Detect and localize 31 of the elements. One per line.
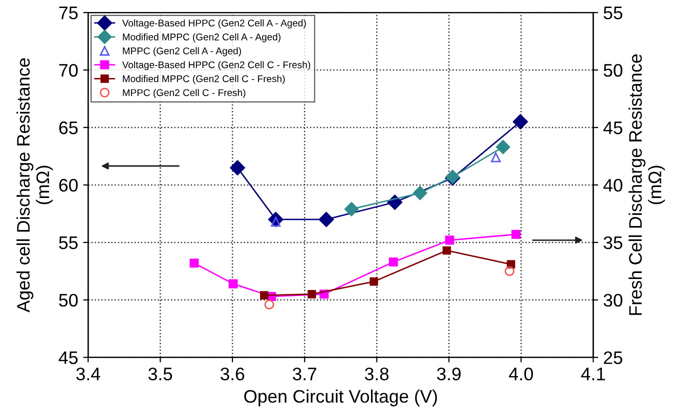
x-tick-label: 3.5 — [148, 368, 172, 380]
legend-label: Modified MPPC (Gen2 Cell C - Fresh) — [122, 75, 285, 84]
y2-tick-label: 40 — [603, 178, 622, 192]
y2-tick-label: 25 — [604, 351, 622, 364]
y-tick-label: 70 — [59, 64, 78, 77]
y2-tick-label: 45 — [603, 122, 622, 134]
y2-axis-title: Fresh Cell Discharge Resistance (mΩ) — [628, 54, 665, 315]
legend-label: MPPC (Gen2 Cell A - Aged) — [122, 47, 241, 56]
y-tick-label: 45 — [58, 352, 78, 364]
y-tick-label: 55 — [59, 236, 78, 250]
y-axis-title: Aged cell Discharge Resistance (mΩ) — [16, 58, 53, 312]
x-axis-title: Open Circuit Voltage (V) — [244, 390, 437, 406]
legend-label: MPPC (Gen2 Cell C - Fresh) — [122, 88, 246, 98]
y2-tick-label: 55 — [604, 6, 622, 20]
x-tick-label: 3.8 — [364, 368, 389, 380]
y-tick-label: 75 — [59, 6, 78, 20]
x-tick-label: 4.0 — [508, 368, 533, 380]
y2-tick-label: 30 — [604, 294, 622, 307]
x-tick-label: 3.6 — [220, 368, 244, 380]
x-tick-label: 3.7 — [292, 368, 316, 380]
legend-label: Voltage-Based HPPC (Gen2 Cell C - Fresh) — [122, 61, 310, 70]
x-tick-label: 4.1 — [581, 368, 605, 380]
legend-label: Voltage-Based HPPC (Gen2 Cell A - Aged) — [122, 19, 306, 28]
y2-tick-label: 35 — [604, 236, 622, 250]
y2-tick-label: 50 — [604, 64, 622, 77]
y-tick-label: 65 — [59, 121, 78, 134]
legend-label: Modified MPPC (Gen2 Cell A - Aged) — [122, 33, 280, 42]
y-tick-label: 50 — [59, 294, 78, 307]
x-tick-label: 3.9 — [437, 368, 461, 380]
x-tick-label: 3.4 — [76, 368, 100, 380]
y-tick-label: 60 — [59, 178, 78, 192]
